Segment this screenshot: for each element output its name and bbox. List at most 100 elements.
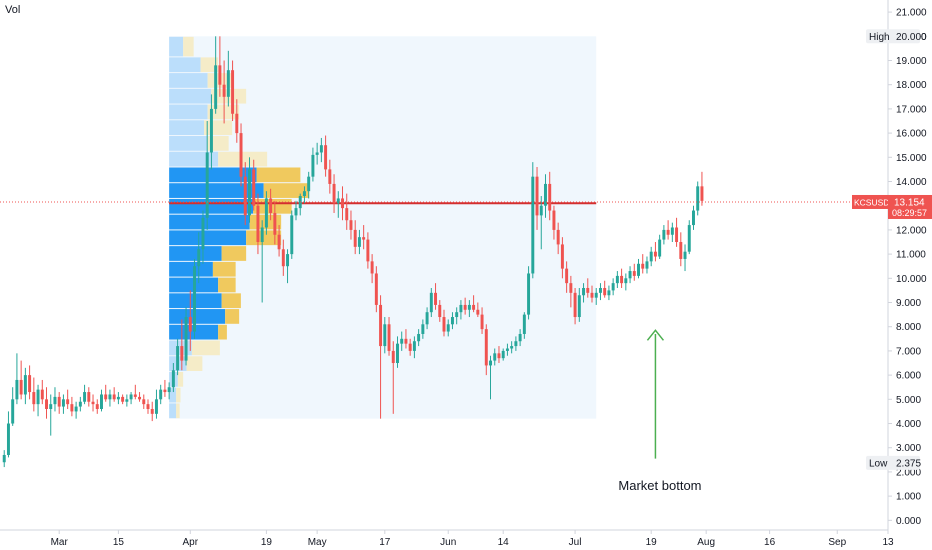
candle-body xyxy=(628,271,632,279)
candle-body xyxy=(379,304,383,347)
candle xyxy=(615,271,619,288)
candle xyxy=(434,283,438,310)
candle xyxy=(302,186,306,204)
candle-body xyxy=(438,304,442,318)
candle xyxy=(91,394,95,412)
time-axis-label: May xyxy=(308,537,327,548)
candle xyxy=(658,234,662,259)
candle-body xyxy=(396,343,399,364)
candle-body xyxy=(78,401,82,407)
candle xyxy=(15,353,19,405)
candle xyxy=(193,258,196,339)
candle xyxy=(670,222,674,243)
candle-body xyxy=(83,392,87,402)
candle-body xyxy=(489,360,492,366)
volume-profile-buy-bar xyxy=(169,36,184,57)
price-axis-label: 11.000 xyxy=(896,250,926,261)
candle xyxy=(74,401,78,419)
low-tag-label: Low xyxy=(869,458,888,469)
candle-body xyxy=(692,210,695,226)
candle xyxy=(277,225,281,257)
candle xyxy=(108,389,112,407)
candle xyxy=(218,36,222,97)
candle xyxy=(2,450,6,468)
candle xyxy=(100,389,103,412)
candle-body xyxy=(670,227,674,235)
high-tag-label: High xyxy=(869,32,890,43)
candle-body xyxy=(269,198,273,213)
candle-body xyxy=(264,198,268,228)
candle-body xyxy=(6,423,10,455)
candle xyxy=(489,355,492,400)
candle-body xyxy=(138,396,142,400)
candle xyxy=(417,329,421,347)
candle-body xyxy=(36,389,40,405)
candle-body xyxy=(611,283,615,291)
candle xyxy=(171,363,175,393)
candle xyxy=(476,302,480,318)
candle-body xyxy=(180,346,184,361)
volume-profile-buy-bar xyxy=(169,167,257,183)
candle-body xyxy=(28,375,32,393)
candle-body xyxy=(455,312,459,318)
volume-profile-buy-bar xyxy=(169,88,212,104)
candle xyxy=(357,229,361,255)
candle xyxy=(590,285,594,303)
candle-body xyxy=(446,324,450,332)
candle xyxy=(349,210,353,240)
symbol-price-tag: KCSUSDT 13.154 08:29:57 xyxy=(852,194,932,219)
candle xyxy=(484,324,488,376)
candle-body xyxy=(632,271,636,276)
candle-body xyxy=(637,263,640,276)
candle-body xyxy=(565,268,569,284)
candle xyxy=(87,387,91,407)
price-axis-label: 18.000 xyxy=(896,80,927,91)
candle-body xyxy=(273,212,277,235)
candle-body xyxy=(226,70,230,97)
price-axis-label: 21.000 xyxy=(896,8,927,19)
candle xyxy=(146,399,150,414)
candle-body xyxy=(476,309,480,315)
candle-body xyxy=(163,389,167,393)
candle xyxy=(692,205,695,230)
candle xyxy=(700,171,704,206)
candle-body xyxy=(243,176,247,216)
price-axis[interactable]: 0.000 1.000 2.000 3.000 4.000 5.000 6.000 7.000… xyxy=(887,0,927,530)
time-axis-label: 13 xyxy=(882,537,894,548)
candle-body xyxy=(197,249,201,267)
price-axis-label: 10.000 xyxy=(896,274,927,285)
candle-body xyxy=(417,333,421,342)
candle-body xyxy=(357,237,361,247)
candle xyxy=(438,300,442,322)
candle-body xyxy=(573,292,577,318)
candle xyxy=(269,188,273,221)
candle xyxy=(235,99,239,143)
candle-body xyxy=(615,275,619,284)
candle-body xyxy=(150,408,154,414)
market-bottom-arrow-icon xyxy=(646,329,665,341)
candle-body xyxy=(91,401,95,405)
candle-body xyxy=(569,283,573,293)
volume-profile-buy-bar xyxy=(169,261,213,277)
candle-body xyxy=(387,324,391,351)
candle xyxy=(620,268,624,288)
candle xyxy=(28,365,32,400)
candle xyxy=(353,220,357,255)
candle xyxy=(412,336,416,359)
volume-profile-sell-bar xyxy=(218,324,227,340)
last-price-tag-bg xyxy=(888,194,932,219)
price-axis-label: 4.000 xyxy=(896,419,921,430)
candle xyxy=(336,191,340,218)
candle xyxy=(645,256,649,274)
candle xyxy=(264,191,268,235)
candle xyxy=(429,287,433,318)
volume-profile-sell-bar xyxy=(176,403,180,419)
volume-profile-buy-bar xyxy=(169,183,264,198)
time-axis[interactable]: Mar 15 Apr 19 May 17 Jun 14 Jul 19 Aug 16 Sep 13 xyxy=(0,529,894,548)
volume-profile-sell-bar xyxy=(212,261,236,277)
candle xyxy=(514,336,518,351)
time-axis-label: 19 xyxy=(646,537,658,548)
candle-body xyxy=(421,324,425,334)
candle-body xyxy=(154,399,158,414)
